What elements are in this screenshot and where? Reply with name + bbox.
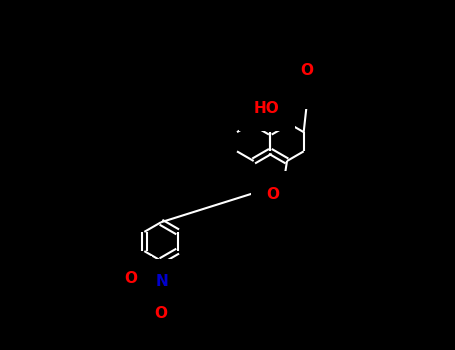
Text: O: O (124, 272, 137, 286)
Text: HO: HO (254, 101, 280, 116)
Text: OH: OH (298, 78, 324, 93)
Text: O: O (300, 63, 313, 78)
Text: O: O (266, 187, 279, 202)
Text: O: O (155, 306, 167, 321)
Text: N: N (156, 274, 168, 289)
